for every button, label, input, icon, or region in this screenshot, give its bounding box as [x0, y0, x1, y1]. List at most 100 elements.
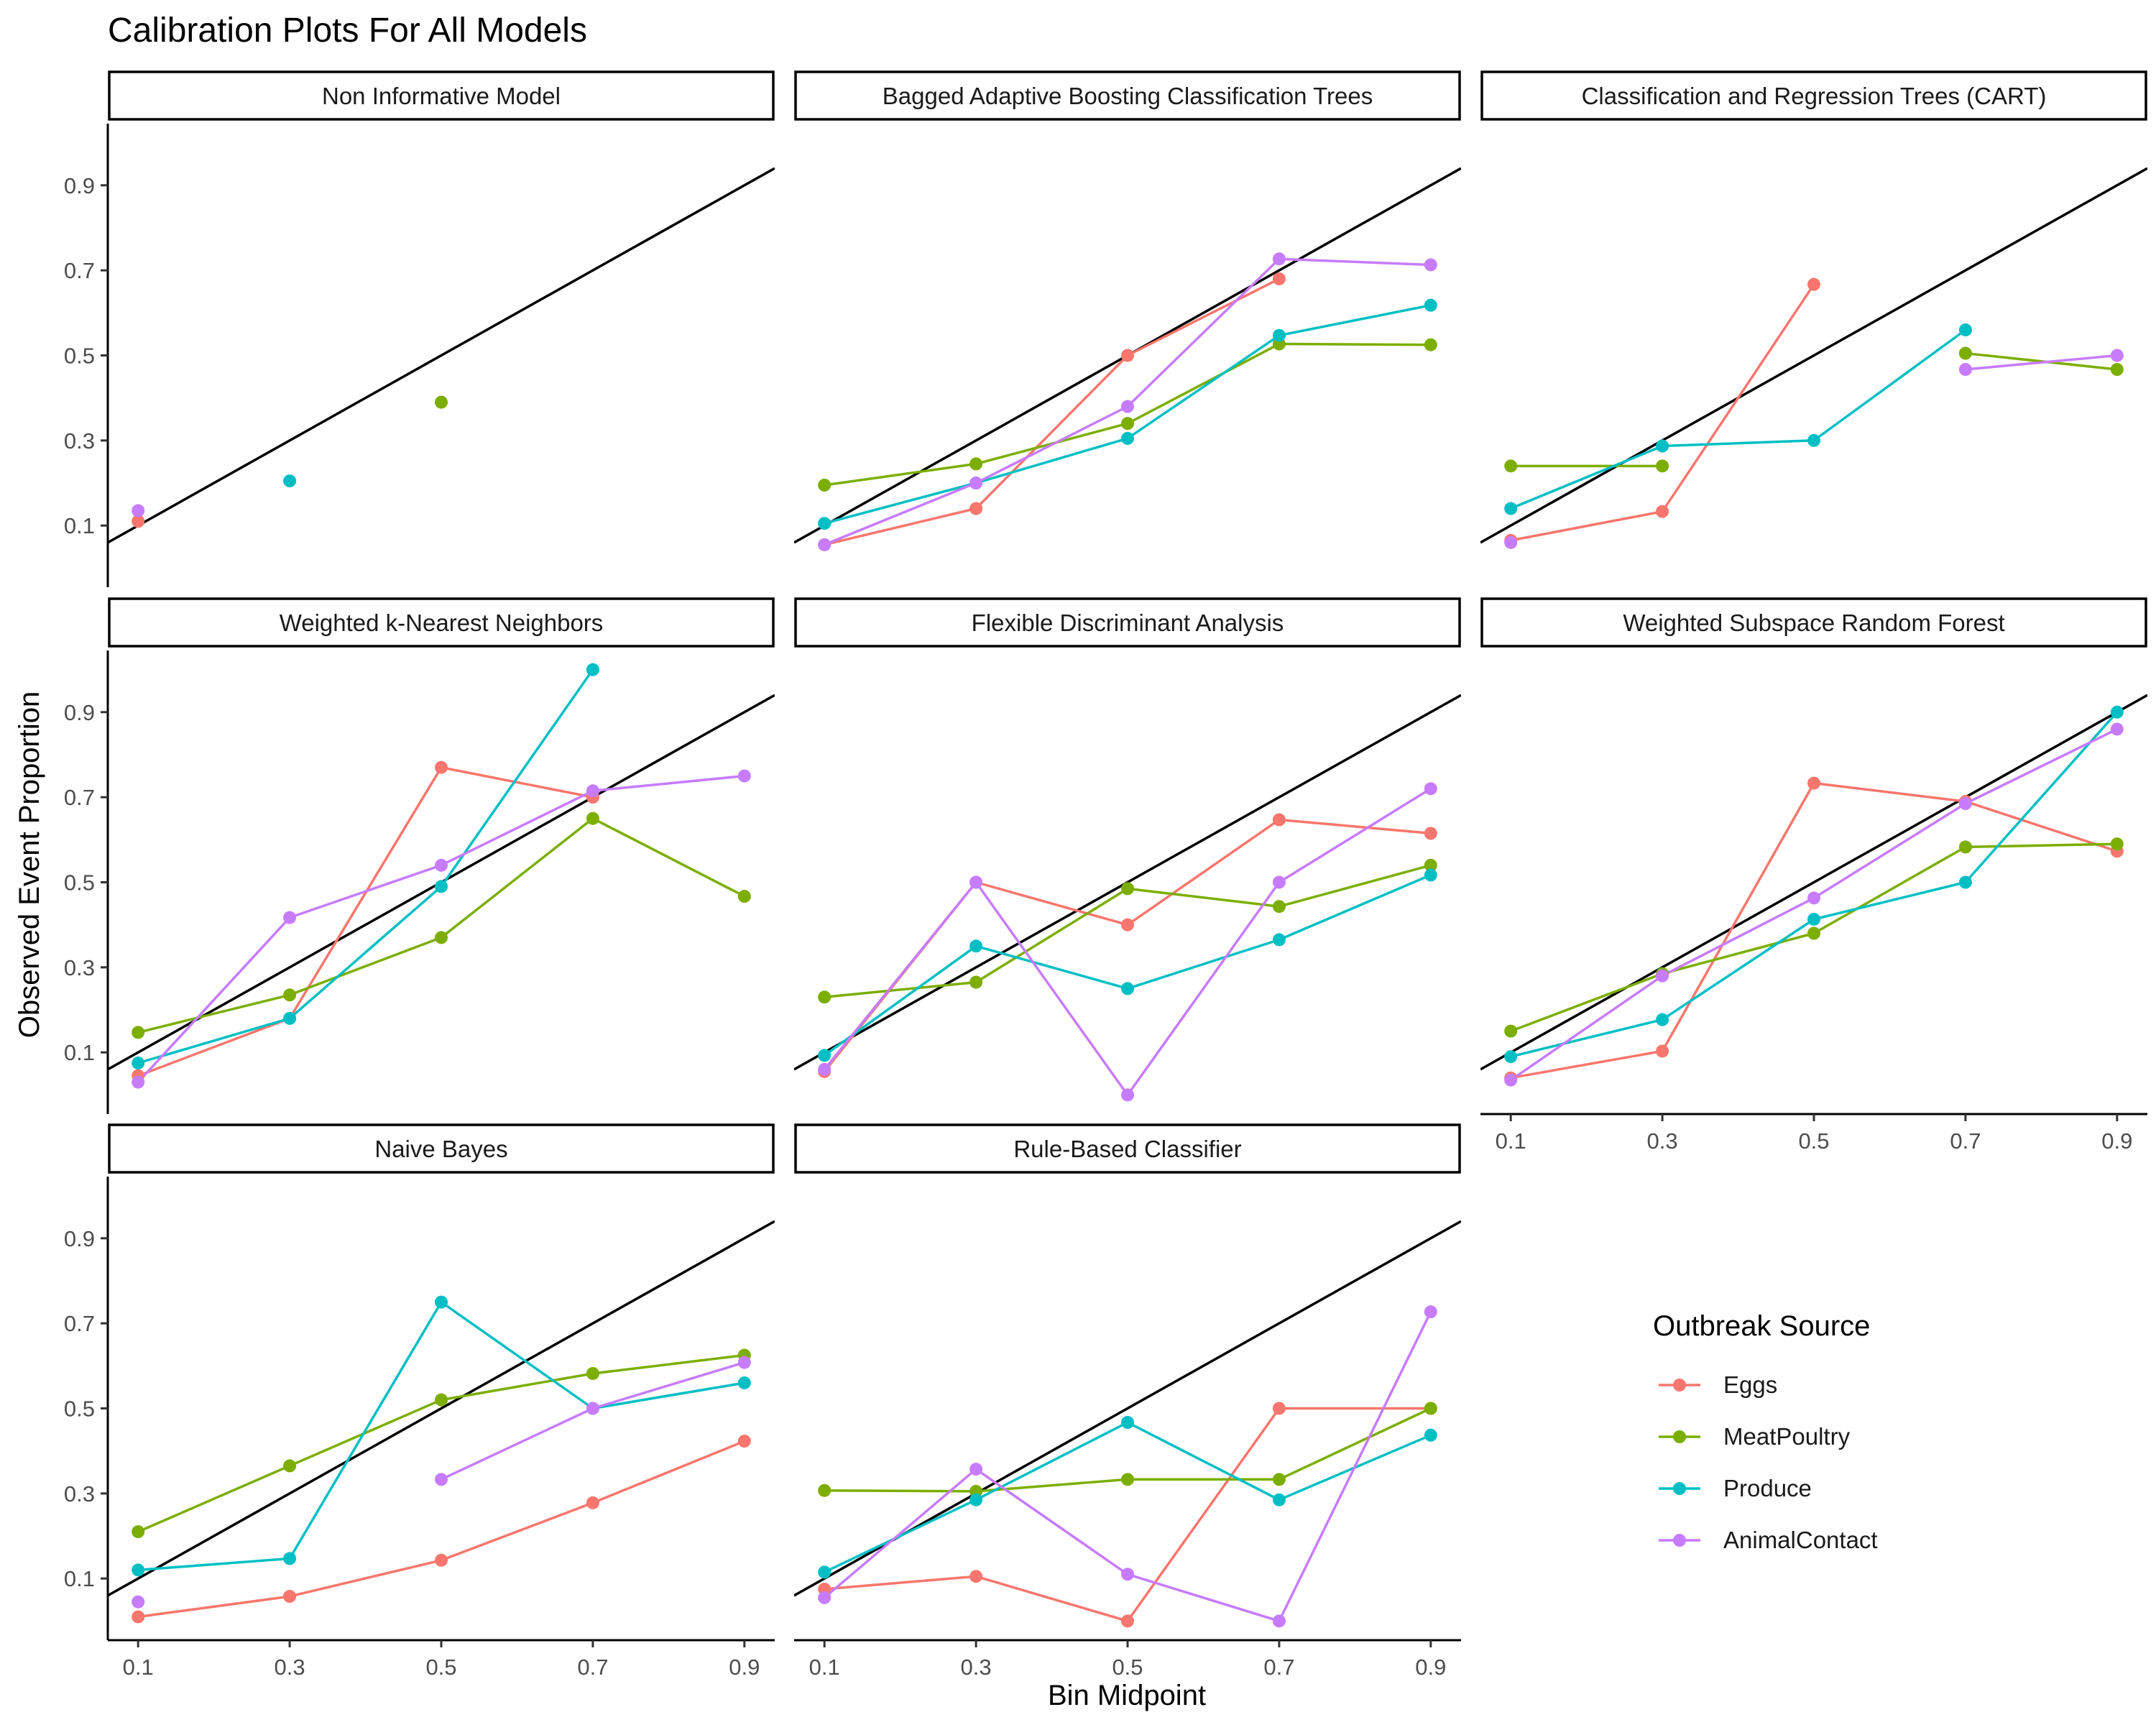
series-line-eggs: [1510, 283, 1815, 542]
point-animalcontact: [2110, 349, 2124, 362]
point-meatpoultry: [1958, 840, 1972, 854]
y-tick-label: 0.7: [64, 785, 95, 810]
point-produce: [1272, 933, 1286, 947]
point-animalcontact: [1424, 258, 1437, 272]
panel-plot-area: [108, 167, 775, 544]
panel-non-informative-model: Non Informative Model 0.1 0.3 0.5 0.7 0.9: [64, 70, 775, 587]
point-animalcontact: [435, 1473, 448, 1486]
point-animalcontact: [1272, 1614, 1286, 1628]
point-animalcontact: [1807, 891, 1820, 905]
point-meatpoultry: [435, 395, 448, 409]
point-produce: [2110, 705, 2124, 719]
point-animalcontact: [586, 784, 599, 798]
legend-label: MeatPoultry: [1723, 1423, 1851, 1450]
point-produce: [1121, 431, 1134, 445]
point-eggs: [132, 1610, 145, 1624]
y-tick-label: 0.5: [64, 344, 95, 369]
x-tick-label: 0.3: [961, 1655, 992, 1680]
point-animalcontact: [132, 504, 145, 518]
x-tick-label: 0.9: [2101, 1128, 2132, 1154]
point-eggs: [132, 515, 145, 528]
point-meatpoultry: [818, 990, 831, 1004]
series-line-eggs: [137, 1440, 745, 1619]
point-eggs: [435, 760, 448, 774]
point-animalcontact: [2110, 722, 2124, 736]
point-meatpoultry: [586, 811, 599, 825]
point-produce: [283, 1552, 297, 1565]
panel-title: Classification and Regression Trees (CAR…: [1582, 83, 2047, 109]
y-tick-label: 0.5: [64, 1397, 95, 1422]
point-animalcontact: [737, 1356, 751, 1369]
point-meatpoultry: [435, 1393, 448, 1407]
point-produce: [1424, 1428, 1437, 1442]
point-eggs: [969, 502, 983, 515]
point-meatpoultry: [132, 1026, 145, 1039]
point-meatpoultry: [2110, 363, 2124, 377]
panel-title: Weighted Subspace Random Forest: [1623, 610, 2004, 636]
y-tick-label: 0.3: [64, 428, 95, 454]
point-produce: [435, 1295, 448, 1309]
point-meatpoultry: [283, 1459, 297, 1473]
series-line-produce: [1510, 328, 1966, 510]
reference-line: [108, 1220, 775, 1597]
y-tick-label: 0.7: [64, 1311, 95, 1336]
x-axis-label: Bin Midpoint: [1048, 1680, 1206, 1711]
y-tick-label: 0.7: [64, 258, 95, 283]
series-line-eggs: [823, 818, 1431, 1072]
legend-item-animalcontact: AnimalContact: [1659, 1527, 1878, 1553]
point-meatpoultry: [1958, 346, 1972, 360]
point-produce: [435, 880, 448, 893]
point-produce: [283, 1011, 297, 1025]
panel-classification-and-regression-trees-cart: Classification and Regression Trees (CAR…: [1480, 70, 2147, 549]
y-axis-label: Observed Event Proportion: [14, 691, 45, 1038]
point-animalcontact: [435, 858, 448, 872]
point-produce: [818, 517, 831, 530]
point-produce: [818, 1565, 831, 1579]
point-meatpoultry: [1424, 1402, 1437, 1415]
legend: Outbreak Source Eggs MeatPoultry Produce An…: [1653, 1310, 1878, 1553]
x-tick-label: 0.3: [275, 1655, 305, 1680]
point-meatpoultry: [1424, 338, 1437, 351]
point-produce: [1121, 982, 1134, 995]
point-meatpoultry: [1807, 926, 1820, 940]
point-produce: [1272, 328, 1286, 342]
panel-title: Bagged Adaptive Boosting Classification …: [883, 83, 1373, 109]
panel-naive-bayes: Naive Bayes 0.1 0.3 0.5 0.7 0.9 0.1 0.3 0.5 0.7 0.…: [64, 1123, 775, 1680]
point-meatpoultry: [1121, 417, 1134, 431]
x-tick-label: 0.5: [1112, 1655, 1143, 1680]
y-tick-label: 0.3: [64, 955, 95, 980]
panel-weighted-k-nearest-neighbors: Weighted k-Nearest Neighbors 0.1 0.3 0.5 0.7…: [64, 597, 775, 1114]
point-produce: [1656, 1013, 1669, 1026]
point-animalcontact: [1272, 252, 1286, 266]
point-produce: [1807, 912, 1820, 926]
point-animalcontact: [1504, 535, 1518, 549]
legend-label: Produce: [1723, 1475, 1812, 1501]
x-tick-label: 0.7: [1950, 1128, 1981, 1154]
point-animalcontact: [283, 911, 297, 924]
panel-strip: [794, 1123, 1461, 1174]
point-eggs: [1121, 1614, 1134, 1628]
point-animalcontact: [818, 538, 831, 551]
legend-label: AnimalContact: [1723, 1527, 1878, 1553]
panel-title: Weighted k-Nearest Neighbors: [280, 610, 604, 636]
panel-rule-based-classifier: Rule-Based Classifier 0.1 0.3 0.5 0.7 0.9: [794, 1123, 1461, 1680]
point-animalcontact: [1121, 1568, 1134, 1581]
point-animalcontact: [737, 769, 751, 783]
panel-strip: [1480, 597, 2147, 648]
point-animalcontact: [1424, 1305, 1437, 1319]
point-eggs: [1807, 776, 1820, 790]
legend-item-eggs: Eggs: [1659, 1371, 1777, 1398]
point-meatpoultry: [1504, 459, 1518, 473]
point-animalcontact: [1504, 1073, 1518, 1087]
y-tick-label: 0.1: [64, 513, 95, 538]
series-line-eggs: [824, 1407, 1431, 1623]
point-animalcontact: [969, 875, 983, 889]
point-produce: [1656, 439, 1669, 453]
x-tick-label: 0.1: [809, 1655, 840, 1680]
panel-title: Naive Bayes: [374, 1136, 507, 1162]
reference-line: [1480, 167, 2147, 544]
x-tick-label: 0.7: [577, 1655, 608, 1680]
panel-plot-area: [108, 668, 775, 1083]
panel-strip: [108, 70, 775, 121]
